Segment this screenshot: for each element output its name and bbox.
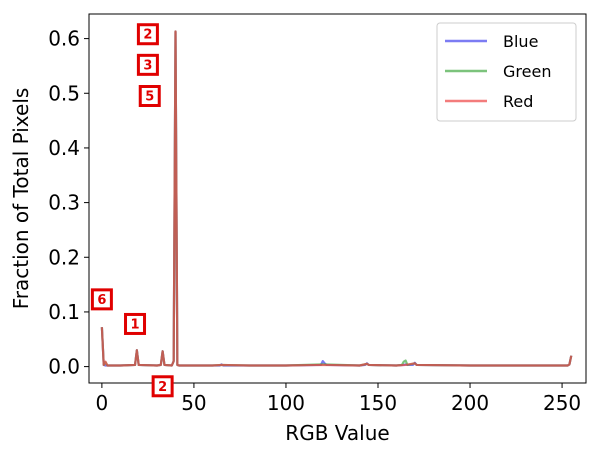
annotation-label: 1	[130, 317, 139, 332]
annotation-label: 5	[145, 90, 154, 105]
y-axis: 0.0 0.1 0.2 0.3 0.4 0.5 0.6	[48, 27, 89, 379]
x-tick-label: 150	[359, 391, 397, 415]
x-tick-label: 100	[267, 391, 305, 415]
plot-frame	[88, 13, 587, 384]
annotation-label: 2	[143, 28, 152, 43]
annotation-label: 3	[143, 58, 152, 73]
annotation-marker-3: 3	[136, 53, 159, 76]
x-tick-label: 200	[451, 391, 489, 415]
annotation-marker-1: 1	[124, 312, 147, 335]
annotation-label: 2	[158, 380, 167, 395]
legend-label-blue: Blue	[503, 32, 538, 51]
y-tick-label: 0.1	[48, 300, 80, 324]
annotation-marker-2: 2	[151, 375, 174, 398]
y-axis-label: Fraction of Total Pixels	[9, 88, 33, 310]
annotation-box	[138, 85, 161, 107]
legend: Blue Green Red	[436, 22, 577, 122]
y-tick-label: 0.6	[48, 27, 80, 51]
x-tick-label: 250	[543, 391, 581, 415]
annotation-box	[90, 288, 113, 311]
annotation-box	[124, 312, 147, 335]
annotation-label: 6	[97, 293, 106, 308]
annotation-box	[136, 23, 159, 46]
x-tick-label: 50	[181, 391, 206, 415]
annotation-markers: 2 3 5 6 1 2	[90, 23, 174, 398]
y-tick-label: 0.3	[48, 191, 80, 215]
annotation-marker-6: 6	[90, 288, 113, 311]
y-tick-label: 0.2	[48, 245, 80, 269]
y-tick-label: 0.5	[48, 81, 80, 105]
legend-label-red: Red	[503, 92, 533, 111]
y-tick-label: 0.4	[48, 136, 80, 160]
annotation-box	[151, 375, 174, 398]
x-tick-label: 0	[96, 391, 109, 415]
legend-label-green: Green	[503, 62, 551, 81]
plot-lines	[100, 30, 573, 367]
x-axis: 0 50 100 150 200 250	[96, 383, 581, 415]
annotation-marker-2: 2	[136, 23, 159, 46]
annotation-box	[136, 53, 159, 76]
y-tick-label: 0.0	[48, 355, 80, 379]
legend-box	[436, 22, 577, 122]
annotation-marker-5: 5	[138, 85, 161, 107]
series-line-red	[100, 30, 573, 367]
x-axis-label: RGB Value	[285, 421, 389, 445]
